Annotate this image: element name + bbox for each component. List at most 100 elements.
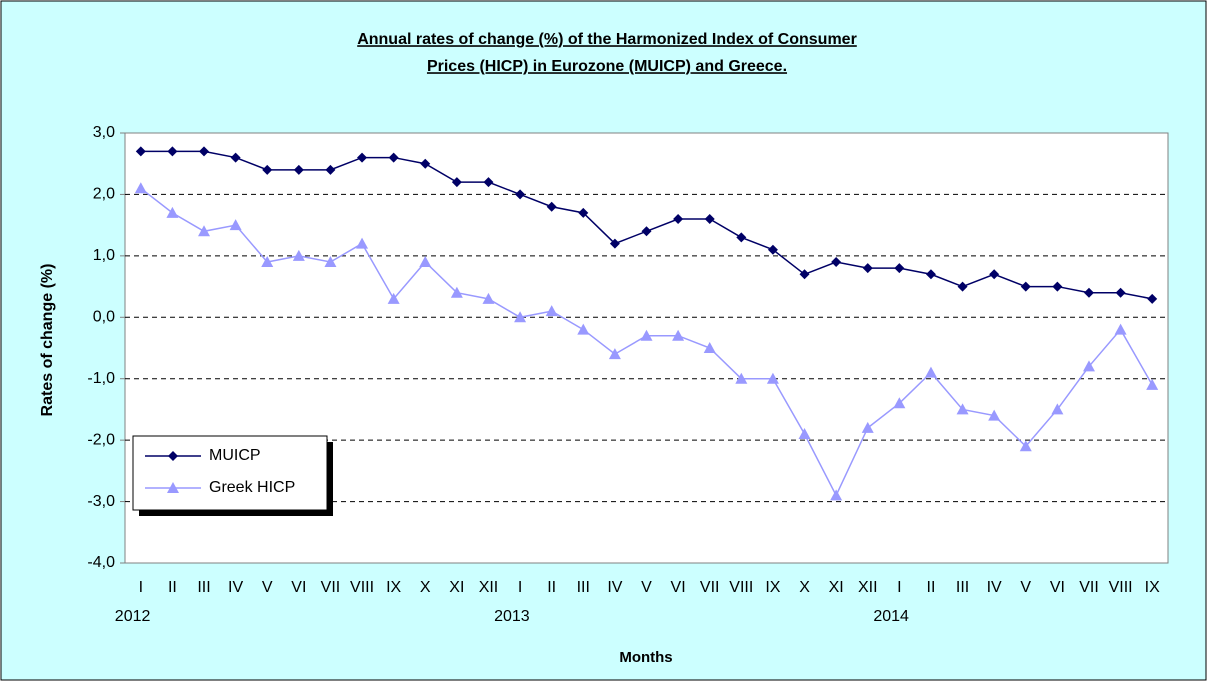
point <box>830 489 843 501</box>
point <box>924 366 937 378</box>
y-tick-label: -4,0 <box>87 554 115 571</box>
point <box>1052 281 1063 292</box>
y-tick-label: 0,0 <box>93 309 115 326</box>
point <box>450 286 463 298</box>
point <box>609 238 620 249</box>
point <box>1082 360 1095 372</box>
point <box>166 206 179 218</box>
x-tick-label: I <box>139 579 143 596</box>
point <box>1083 287 1094 298</box>
x-tick-label: IV <box>228 579 243 596</box>
chart-title: Annual rates of change (%) of the Harmon… <box>357 31 857 48</box>
point <box>387 292 400 304</box>
point <box>831 257 842 267</box>
point <box>735 372 748 384</box>
legend-marker <box>167 482 179 493</box>
point <box>894 263 905 274</box>
y-tick-label: 3,0 <box>93 124 115 141</box>
point <box>419 256 432 267</box>
x-tick-label: VII <box>321 579 341 596</box>
y-tick-label: -3,0 <box>87 493 115 510</box>
x-tick-label: VI <box>291 579 306 596</box>
point <box>1019 440 1032 452</box>
point <box>989 269 1000 280</box>
x-tick-label: III <box>956 579 969 596</box>
year-label: 2012 <box>115 608 151 625</box>
x-tick-label: VII <box>700 579 720 596</box>
x-tick-label: III <box>197 579 210 596</box>
point <box>798 428 811 439</box>
point <box>167 146 178 157</box>
legend-label: MUICP <box>209 447 261 464</box>
legend-label: Greek HICP <box>209 479 295 496</box>
year-label: 2013 <box>494 608 530 625</box>
legend-marker <box>168 451 178 461</box>
point <box>482 292 495 304</box>
point <box>988 409 1001 421</box>
point <box>135 146 146 157</box>
point <box>324 256 337 267</box>
x-axis-label: Months <box>619 649 672 666</box>
x-tick-label: VII <box>1079 579 1099 596</box>
point <box>893 397 906 409</box>
year-label: 2014 <box>873 608 909 625</box>
point <box>641 226 652 237</box>
point <box>956 403 969 415</box>
x-tick-label: V <box>641 579 652 596</box>
point <box>292 249 305 261</box>
point <box>198 225 211 237</box>
point <box>703 342 716 353</box>
x-tick-label: X <box>799 579 810 596</box>
x-tick-label: I <box>897 579 901 596</box>
point <box>704 214 715 224</box>
x-tick-label: I <box>518 579 522 596</box>
point <box>229 219 242 231</box>
x-tick-label: XII <box>479 579 499 596</box>
point <box>736 232 747 243</box>
point <box>1114 323 1127 335</box>
point <box>1051 403 1064 415</box>
point <box>577 323 590 335</box>
x-tick-label: II <box>547 579 556 596</box>
x-tick-label: III <box>577 579 590 596</box>
x-tick-label: IX <box>765 579 780 596</box>
point <box>420 158 431 169</box>
x-tick-label: VI <box>671 579 686 596</box>
point <box>578 207 589 218</box>
x-tick-label: VIII <box>350 579 374 596</box>
point <box>134 182 147 194</box>
point <box>1115 287 1126 298</box>
point <box>451 177 462 188</box>
x-tick-label: IV <box>607 579 622 596</box>
point <box>515 189 526 200</box>
point <box>673 214 684 224</box>
point <box>356 237 369 249</box>
point <box>608 348 621 360</box>
point <box>262 164 273 175</box>
point <box>325 164 336 175</box>
point <box>799 269 810 280</box>
point <box>766 372 779 384</box>
x-tick-label: VI <box>1050 579 1065 596</box>
x-tick-label: V <box>1020 579 1031 596</box>
y-axis-label: Rates of change (%) <box>39 264 56 417</box>
x-tick-label: VIII <box>1109 579 1133 596</box>
point <box>957 281 968 292</box>
x-tick-label: IX <box>386 579 401 596</box>
y-tick-label: -1,0 <box>87 370 115 387</box>
y-tick-label: 1,0 <box>93 247 115 264</box>
point <box>672 329 685 341</box>
point <box>861 421 874 433</box>
point <box>1020 281 1031 292</box>
x-tick-label: IV <box>987 579 1002 596</box>
point <box>514 311 527 323</box>
y-tick-label: 2,0 <box>93 186 115 203</box>
point <box>545 305 558 317</box>
point <box>483 177 494 188</box>
x-tick-label: XII <box>858 579 878 596</box>
point <box>1147 293 1158 304</box>
legend <box>132 435 328 511</box>
point <box>925 269 936 280</box>
x-tick-label: V <box>262 579 273 596</box>
